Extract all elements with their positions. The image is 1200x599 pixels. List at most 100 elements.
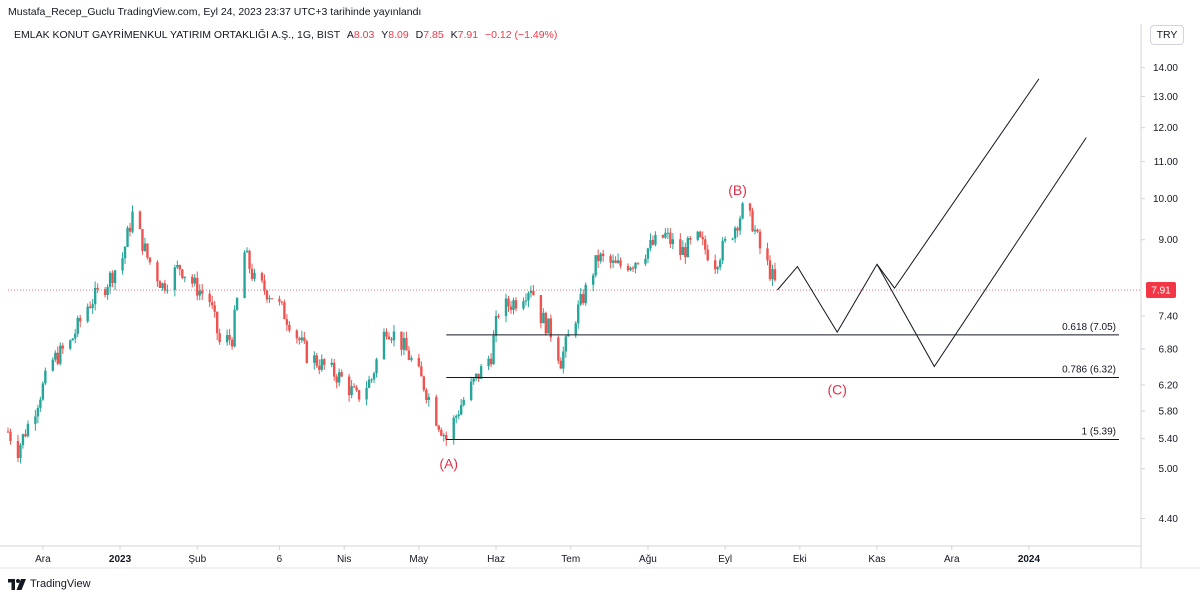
candle-body <box>716 267 719 270</box>
candle-body <box>113 270 117 284</box>
candle-body <box>131 211 134 232</box>
candle-body <box>574 323 577 335</box>
candle-body <box>79 317 82 322</box>
candle-body <box>372 373 376 380</box>
candle-body <box>527 293 530 301</box>
candle-body <box>385 331 388 337</box>
candle-body <box>392 331 396 341</box>
x-tick-label: Eki <box>793 554 807 565</box>
candle-body <box>636 262 640 264</box>
attribution-header: Mustafa_Recep_Guclu TradingView.com, Eyl… <box>8 6 422 18</box>
candle-body <box>106 287 109 296</box>
candle-body <box>402 337 406 350</box>
y-tick-label: 9.00 <box>1159 235 1179 246</box>
candle-body <box>347 376 351 396</box>
candle-body <box>549 318 553 338</box>
candle-body <box>181 269 184 278</box>
y-tick-label: 11.00 <box>1154 157 1179 168</box>
candle-body <box>367 379 371 388</box>
candle-body <box>557 337 560 361</box>
candle-body <box>669 232 672 245</box>
candle-body <box>704 239 707 250</box>
candle-body <box>671 239 675 245</box>
candle-body <box>601 253 605 257</box>
candle-body <box>758 231 762 249</box>
candle-body <box>768 260 772 280</box>
candle-body <box>228 335 231 340</box>
candle-body <box>522 301 525 309</box>
candle-body <box>245 250 249 253</box>
candle-body <box>270 298 274 300</box>
candle-body <box>315 355 318 366</box>
candle-body <box>427 397 431 400</box>
y-axis[interactable]: 7.91 14.00 13.00 12.00 11.00 10.00 9.00 7.40 6.8… <box>1141 63 1178 525</box>
wave-annotations: (A) (B) (C) <box>439 182 847 472</box>
wave-label: (A) <box>439 456 458 472</box>
candle-body <box>487 358 490 367</box>
candle-body <box>509 306 513 310</box>
candle-body <box>268 298 271 300</box>
candle-body <box>666 232 670 234</box>
candle-body <box>265 290 269 300</box>
candle-body <box>357 390 361 400</box>
y-tick-label: 6.80 <box>1159 344 1179 355</box>
y-tick-label: 12.00 <box>1153 123 1178 134</box>
candle-body <box>250 268 254 279</box>
candle-body <box>609 256 612 263</box>
candle-body <box>529 290 533 294</box>
open-value: 8.03 <box>353 29 375 41</box>
candle-body <box>629 267 632 271</box>
candle-body <box>382 331 386 360</box>
candle-body <box>407 350 411 360</box>
candle-body <box>422 376 426 390</box>
candle-body <box>654 234 657 245</box>
candle-body <box>542 312 545 324</box>
candle-body <box>36 407 40 417</box>
candle-body <box>320 359 323 370</box>
candle-body <box>474 373 478 379</box>
candle-body <box>34 416 37 424</box>
candle-body <box>718 260 722 268</box>
candle-body <box>300 337 304 341</box>
candle-body <box>233 309 236 347</box>
candle-body <box>626 265 630 271</box>
x-tick-label: Şub <box>188 554 206 565</box>
tradingview-logo[interactable]: TradingView <box>8 578 91 590</box>
candle-body <box>54 352 57 360</box>
candle-body <box>619 260 622 266</box>
x-tick-label: 2023 <box>109 554 132 565</box>
x-tick-label: Ağu <box>639 554 657 565</box>
fibonacci-levels: 0.618 (7.05) 0.786 (6.32) 1 (5.39) <box>446 322 1119 440</box>
candle-body <box>577 304 580 324</box>
x-axis[interactable]: Ara 2023 Şub 6 Nis May Haz Tem Ağu Eyl Eki Kas Ara 20… <box>35 546 1041 565</box>
tradingview-logo-icon <box>8 578 26 590</box>
candlestick-series <box>6 201 1141 464</box>
candle-body <box>218 333 221 343</box>
low-label: D <box>415 29 424 41</box>
candle-body <box>193 277 196 284</box>
y-tick-label: 13.00 <box>1153 92 1178 103</box>
candle-body <box>146 243 149 258</box>
candle-body <box>6 431 10 433</box>
candle-body <box>210 302 214 306</box>
candle-body <box>713 260 717 270</box>
candle-body <box>649 240 652 249</box>
candle-body <box>196 277 199 296</box>
candle-body <box>16 441 20 458</box>
candle-body <box>756 229 759 232</box>
candle-body <box>452 417 455 440</box>
y-tick-label: 5.40 <box>1159 434 1179 445</box>
x-tick-label: Ara <box>35 554 51 565</box>
candle-body <box>298 338 301 341</box>
candle-body <box>183 276 186 278</box>
candle-body <box>201 290 204 294</box>
currency-button[interactable]: TRY <box>1150 25 1184 45</box>
candle-body <box>148 257 152 263</box>
candle-body <box>596 255 600 262</box>
candle-body <box>616 260 620 264</box>
candle-body <box>295 330 299 339</box>
candle-body <box>477 373 480 379</box>
candle-body <box>141 229 144 251</box>
candle-body <box>547 318 550 334</box>
